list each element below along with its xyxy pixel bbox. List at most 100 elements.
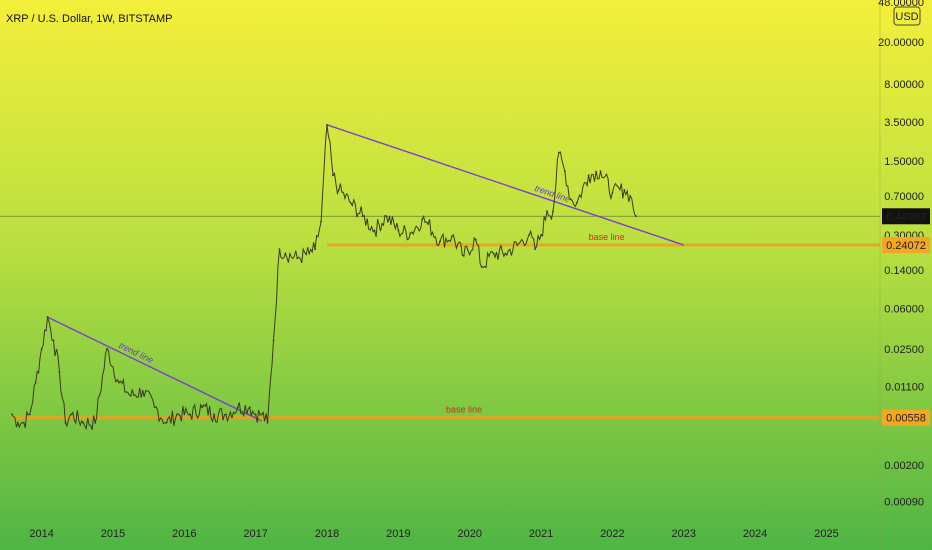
price-point: [629, 195, 632, 197]
x-tick-label: 2017: [243, 528, 267, 540]
price-point: [225, 413, 227, 416]
y-tick-label: 0.01100: [885, 382, 924, 394]
price-point: [189, 413, 192, 416]
baseline-layer: [0, 215, 880, 420]
price-point: [540, 233, 542, 236]
x-tick-label: 2023: [672, 528, 696, 540]
price-point: [552, 210, 554, 213]
price-point: [504, 252, 507, 255]
price-point: [177, 413, 180, 416]
price-point: [427, 223, 430, 225]
price-point: [260, 413, 263, 416]
price-point: [326, 123, 328, 126]
price-point: [385, 215, 388, 218]
trend-layer: [47, 124, 685, 422]
base-line-label: base line: [446, 405, 482, 415]
price-point: [278, 248, 281, 250]
price-point: [575, 202, 578, 204]
price-point: [266, 421, 269, 424]
chart-title: XRP / U.S. Dollar, 1W, BITSTAMP: [6, 13, 172, 25]
price-point: [611, 191, 614, 194]
price-point: [248, 406, 251, 409]
price-point: [272, 339, 275, 342]
price-point: [373, 229, 376, 232]
price-point: [314, 248, 317, 250]
price-point: [52, 339, 55, 342]
y-tick-label: 1.50000: [884, 156, 924, 168]
series-layer: [10, 123, 638, 431]
x-tick-label: 2019: [386, 528, 410, 540]
price-point: [462, 254, 465, 257]
price-point: [28, 413, 31, 416]
price-point: [64, 421, 67, 424]
base-line-label: base line: [589, 232, 625, 242]
axis-layer: 48.00000 20.00000 8.00000 3.50000 1.50000 0.7…: [29, 0, 930, 550]
price-point: [236, 406, 239, 409]
base-line-price-marker: [882, 236, 930, 253]
current-price-label: 0.44983: [886, 211, 926, 223]
price-point: [349, 202, 352, 204]
price-point: [10, 413, 13, 416]
price-point: [587, 174, 590, 177]
y-tick-label: 0.14000: [884, 265, 924, 277]
base-line-price-label: 0.24072: [886, 240, 926, 252]
y-tick-label: 0.70000: [884, 191, 924, 203]
price-point: [308, 252, 311, 255]
price-point: [34, 381, 37, 384]
price-point: [153, 406, 156, 409]
price-point: [94, 421, 97, 424]
price-point: [528, 233, 531, 236]
y-tick-label: 8.00000: [884, 79, 924, 91]
price-point: [22, 421, 25, 424]
x-tick-label: 2015: [101, 528, 125, 540]
price-point: [46, 316, 49, 318]
price-point: [439, 240, 441, 243]
price-point: [534, 248, 537, 250]
price-point: [623, 188, 626, 191]
y-tick-label: 48.00000: [878, 0, 924, 9]
price-point: [165, 421, 168, 424]
price-point: [320, 220, 322, 223]
base-line-price-marker: [882, 409, 930, 426]
currency-badge[interactable]: USD: [893, 6, 921, 26]
price-point: [58, 371, 61, 374]
current-price-marker: [882, 208, 930, 225]
price-series-line: [11, 124, 637, 431]
price-point: [40, 347, 43, 350]
y-tick-label: 0.00090: [884, 496, 924, 508]
trend-line: [326, 124, 685, 246]
price-point: [409, 232, 412, 235]
price-point: [118, 381, 120, 384]
y-tick-label: 0.02500: [884, 344, 924, 356]
price-point: [296, 257, 299, 260]
price-point: [635, 215, 638, 218]
x-tick-label: 2018: [315, 528, 339, 540]
x-tick-label: 2014: [29, 528, 53, 540]
price-point: [106, 347, 108, 350]
price-point: [16, 421, 19, 424]
price-point: [201, 406, 204, 409]
base-line-price-label: 0.00558: [886, 413, 926, 425]
price-point: [563, 170, 566, 173]
price-point: [332, 174, 334, 177]
x-tick-label: 2016: [172, 528, 196, 540]
price-point: [254, 413, 257, 416]
x-tick-label: 2022: [600, 528, 624, 540]
y-tick-label: 3.50000: [884, 117, 924, 129]
price-point: [546, 210, 548, 213]
currency-badge-label: USD: [895, 11, 918, 23]
x-tick-label: 2021: [529, 528, 553, 540]
price-point: [82, 421, 85, 424]
y-tick-label: 20.00000: [878, 37, 924, 49]
price-point: [70, 413, 73, 416]
y-tick-label: 0.00200: [884, 460, 924, 472]
price-point: [284, 252, 287, 255]
price-point: [492, 252, 495, 255]
price-point: [516, 244, 519, 246]
price-point: [474, 238, 477, 241]
price-point: [599, 170, 602, 173]
price-point: [213, 413, 215, 416]
